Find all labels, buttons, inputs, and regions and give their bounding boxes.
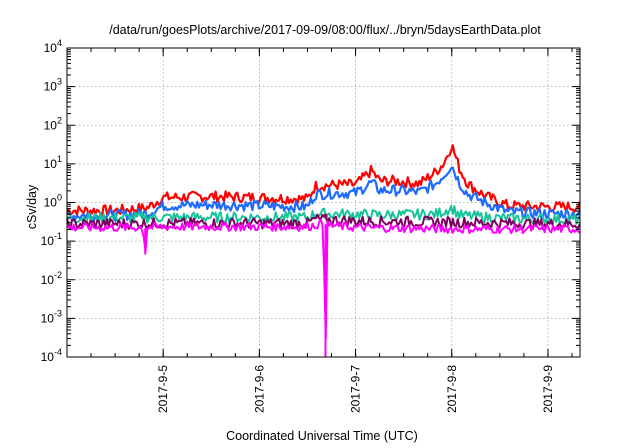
y-tick-label: 10-1 (41, 231, 62, 248)
series-line-4 (66, 213, 581, 231)
x-tick-label: 2017-9-8 (445, 365, 459, 413)
x-tick-label: 2017-9-9 (541, 365, 555, 413)
y-tick-label: 102 (44, 115, 62, 132)
x-axis-label: Coordinated Universal Time (UTC) (226, 429, 418, 443)
ticks: 10-4 10-3 10-2 10-1 100 101 102 103 104 2017-9-5 2… (41, 38, 580, 413)
x-tick-label: 2017-9-6 (252, 365, 266, 413)
series-line-1 (66, 144, 581, 217)
series-layer (66, 144, 581, 357)
x-tick-label: 2017-9-7 (349, 365, 363, 413)
y-tick-label: 103 (44, 77, 62, 94)
series-line-2 (66, 166, 581, 222)
y-tick-label: 10-3 (41, 308, 62, 325)
x-tick-label: 2017-9-5 (156, 365, 170, 413)
y-tick-label: 104 (44, 38, 62, 55)
y-tick-label: 100 (44, 193, 62, 210)
series-line-5 (66, 219, 581, 357)
y-tick-label: 101 (44, 154, 62, 171)
y-tick-label: 10-4 (41, 347, 62, 364)
y-axis-label: cSv/day (25, 184, 39, 229)
chart-title: /data/run/goesPlots/archive/2017-09-09/0… (109, 23, 541, 37)
y-tick-label: 10-2 (41, 270, 62, 287)
